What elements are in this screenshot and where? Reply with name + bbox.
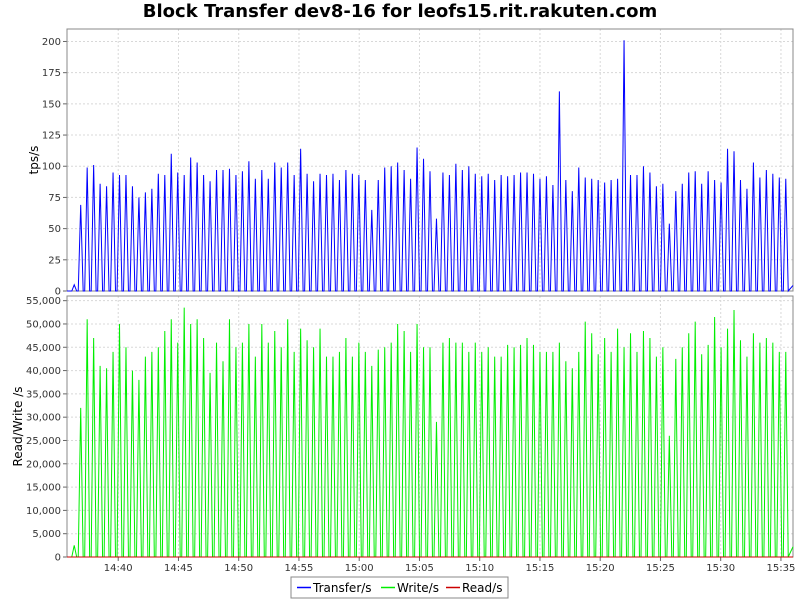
y-tick-label: 15,000 xyxy=(26,483,61,494)
y-tick-label: 175 xyxy=(42,68,61,79)
x-tick-label: 14:55 xyxy=(285,563,314,574)
y-tick-label: 10,000 xyxy=(26,506,61,517)
series-line-transfer-s xyxy=(67,40,794,293)
y-tick-label: 35,000 xyxy=(26,389,61,400)
chart-title: Block Transfer dev8-16 for leofs15.rit.r… xyxy=(142,1,658,22)
legend: Transfer/s Write/s Read/s xyxy=(290,576,509,599)
label-layer: 0 25 50 75 100 125 150 175 200 tps/s 0 5,000 10,000 1… xyxy=(11,37,795,574)
y-tick-label: 150 xyxy=(42,99,61,110)
y-tick-label: 40,000 xyxy=(26,366,61,377)
y-tick-label: 5,000 xyxy=(32,529,61,540)
series-line-write-s xyxy=(67,307,794,558)
x-tick-label: 15:25 xyxy=(646,563,675,574)
y-tick-label: 45,000 xyxy=(26,343,61,354)
x-tick-label: 15:10 xyxy=(465,563,494,574)
y-tick-label: 200 xyxy=(42,37,61,48)
plot-area-2 xyxy=(67,296,793,557)
x-tick-label: 15:15 xyxy=(526,563,555,574)
series-layer xyxy=(67,40,794,558)
y-tick-label: 100 xyxy=(42,162,61,173)
y-tick-label: 125 xyxy=(42,131,61,142)
y-tick-label: 30,000 xyxy=(26,413,61,424)
x-tick-label: 15:35 xyxy=(767,563,796,574)
x-tick-label: 14:45 xyxy=(164,563,193,574)
y-tick-label: 75 xyxy=(48,193,61,204)
y-tick-label: 0 xyxy=(55,553,61,564)
y-tick-label: 0 xyxy=(55,287,61,298)
x-tick-label: 15:30 xyxy=(706,563,735,574)
y-tick-label: 55,000 xyxy=(26,296,61,307)
legend-label: Write/s xyxy=(397,581,439,595)
plot-border-1 xyxy=(66,28,794,292)
x-tick-label: 14:40 xyxy=(104,563,133,574)
legend-box xyxy=(290,576,509,599)
x-tick-label: 14:50 xyxy=(224,563,253,574)
x-tick-label: 15:00 xyxy=(345,563,374,574)
y-tick-label: 50 xyxy=(48,224,61,235)
y-tick-label: 50,000 xyxy=(26,319,61,330)
legend-label: Read/s xyxy=(462,581,502,595)
legend-label: Transfer/s xyxy=(312,581,372,595)
x-tick-label: 15:05 xyxy=(405,563,434,574)
x-tick-label: 15:20 xyxy=(586,563,615,574)
y-axis-label: tps/s xyxy=(27,146,41,175)
y-tick-label: 25 xyxy=(48,255,61,266)
y-tick-label: 25,000 xyxy=(26,436,61,447)
y-axis-label: Read/Write /s xyxy=(11,387,25,467)
y-tick-label: 20,000 xyxy=(26,459,61,470)
